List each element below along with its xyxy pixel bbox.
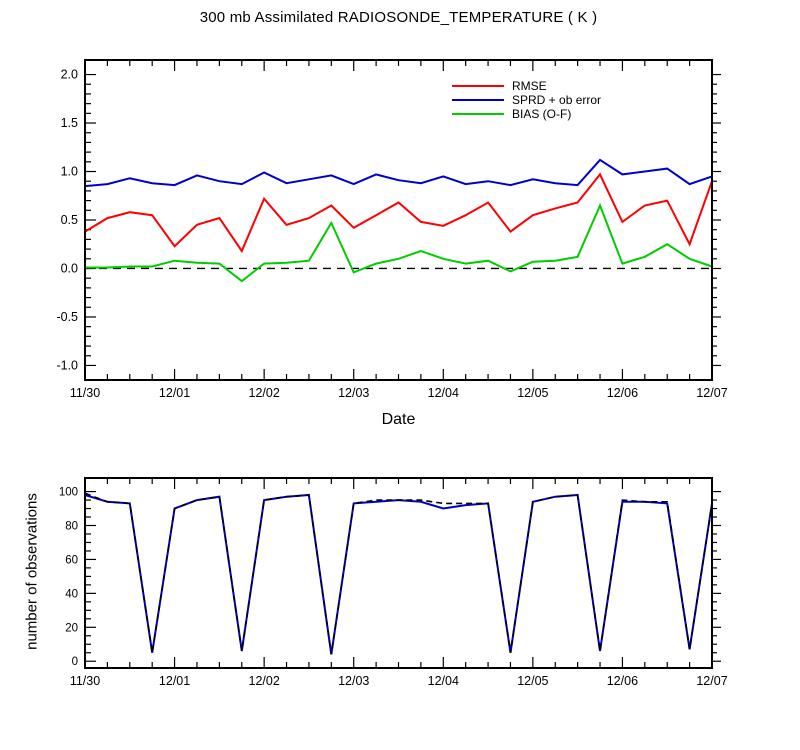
legend-item-bias: BIAS (O-F) <box>452 107 601 121</box>
sprd-line-swatch <box>452 98 504 102</box>
stats-panel-x-ticks <box>84 60 713 380</box>
svg-text:12/01: 12/01 <box>159 674 190 688</box>
obs-count-panel-y-ticks <box>85 490 721 662</box>
svg-text:0: 0 <box>72 656 78 668</box>
legend: RMSE SPRD + ob error BIAS (O-F) <box>452 79 601 121</box>
svg-text:12/01: 12/01 <box>159 386 190 400</box>
svg-text:0.0: 0.0 <box>61 261 78 275</box>
series-rmse <box>84 172 713 254</box>
y-axis-title-observations: number of observations <box>23 493 41 650</box>
svg-text:11/30: 11/30 <box>70 386 100 400</box>
svg-text:40: 40 <box>65 588 78 600</box>
svg-text:0.5: 0.5 <box>61 213 78 227</box>
legend-label-rmse: RMSE <box>512 79 547 93</box>
svg-text:11/30: 11/30 <box>70 674 100 688</box>
stats-panel-y-tick-labels: -1.0 -0.5 0.0 0.5 1.0 1.5 2.0 <box>56 68 78 373</box>
svg-text:20: 20 <box>65 622 78 634</box>
svg-text:12/02: 12/02 <box>249 674 280 688</box>
obs-count-panel-x-tick-labels: 11/30 12/01 12/02 12/03 12/04 12/05 12/06 12/07 <box>70 674 728 688</box>
svg-text:12/03: 12/03 <box>338 674 369 688</box>
svg-text:1.0: 1.0 <box>61 165 78 179</box>
obs-count-panel-y-tick-labels: 0 20 40 60 80 100 <box>59 487 78 669</box>
bias-line-swatch <box>452 112 504 116</box>
svg-text:12/07: 12/07 <box>696 386 727 400</box>
legend-label-sprd: SPRD + ob error <box>512 93 602 107</box>
svg-text:12/03: 12/03 <box>338 386 369 400</box>
stats-panel-x-tick-labels: 11/30 12/01 12/02 12/03 12/04 12/05 12/06 12/07 <box>70 386 728 400</box>
series-observation-count-assimilated <box>84 493 713 655</box>
svg-text:12/04: 12/04 <box>428 674 459 688</box>
svg-text:12/05: 12/05 <box>517 386 548 400</box>
svg-text:12/05: 12/05 <box>517 674 548 688</box>
svg-text:2.0: 2.0 <box>61 68 78 82</box>
series-sprd-ob-error <box>84 158 713 188</box>
series-bias-o-f <box>85 202 713 283</box>
svg-text:-1.0: -1.0 <box>56 358 78 372</box>
svg-text:-0.5: -0.5 <box>56 310 78 324</box>
svg-text:12/07: 12/07 <box>696 674 727 688</box>
page-title: 300 mb Assimilated RADIOSONDE_TEMPERATUR… <box>199 9 598 26</box>
svg-text:12/04: 12/04 <box>428 386 459 400</box>
x-axis-title-date: Date <box>381 411 416 428</box>
svg-text:1.5: 1.5 <box>61 116 78 130</box>
legend-label-bias: BIAS (O-F) <box>512 107 572 121</box>
stats-panel: 11/30 12/01 12/02 12/03 12/04 12/05 12/06 12/07… <box>56 59 728 400</box>
svg-text:12/02: 12/02 <box>249 386 280 400</box>
svg-text:12/06: 12/06 <box>607 674 638 688</box>
obs-count-panel: 11/30 12/01 12/02 12/03 12/04 12/05 12/06 12/07… <box>59 477 728 688</box>
stats-panel-frame <box>84 59 713 381</box>
legend-item-rmse: RMSE <box>452 79 601 93</box>
svg-text:80: 80 <box>65 521 78 533</box>
svg-text:60: 60 <box>65 554 78 566</box>
svg-text:12/06: 12/06 <box>607 386 638 400</box>
obs-count-panel-frame <box>84 477 713 669</box>
svg-text:100: 100 <box>59 487 78 499</box>
series-observation-count-total-dashed <box>84 492 713 655</box>
rmse-line-swatch <box>452 84 504 88</box>
legend-item-sprd: SPRD + ob error <box>452 93 601 107</box>
